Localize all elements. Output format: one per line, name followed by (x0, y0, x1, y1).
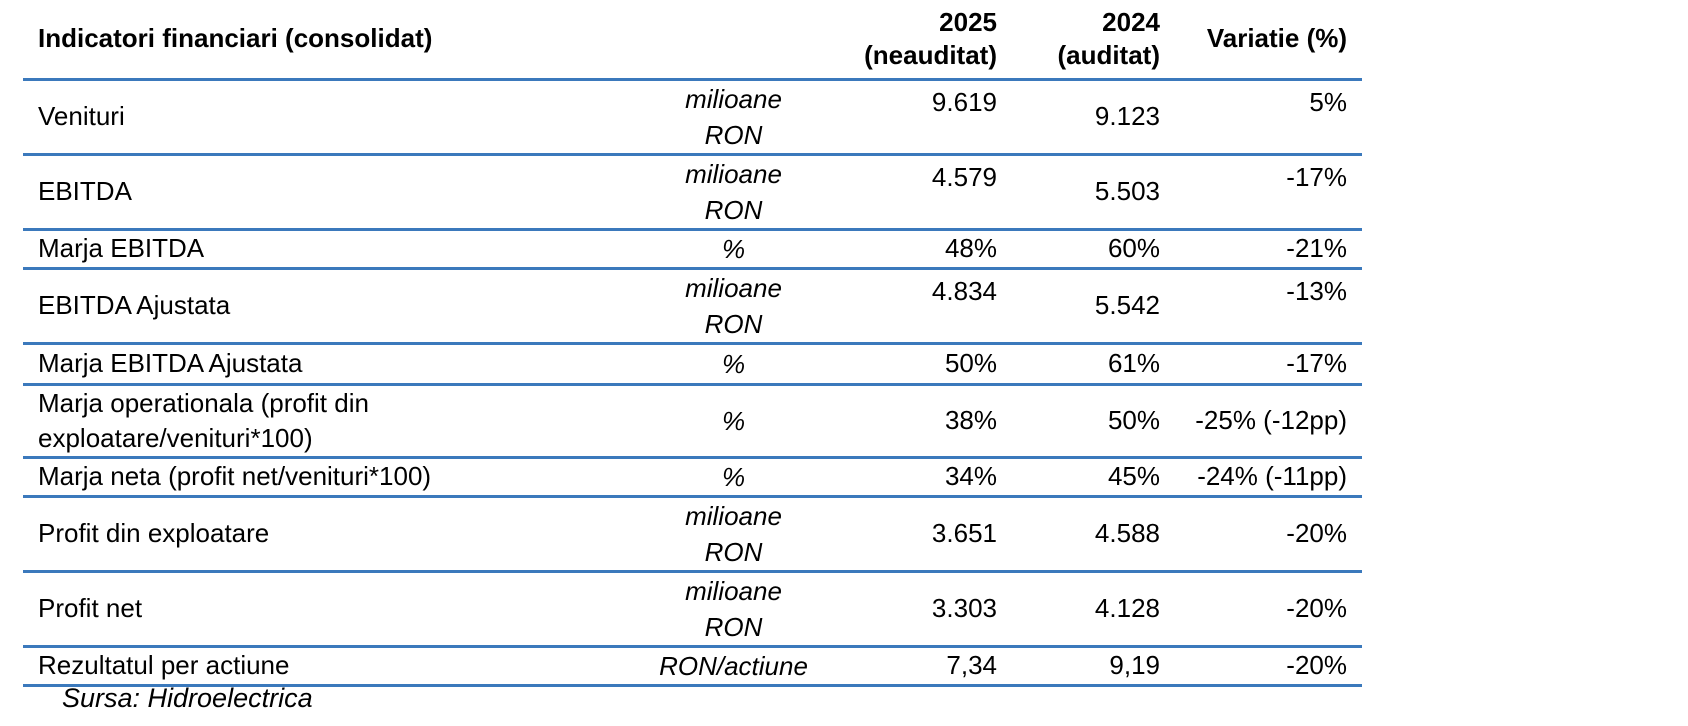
indicator-cell: Profit din exploatare (23, 496, 637, 573)
value-2024-cell: 5.503 (1012, 154, 1175, 231)
value-2024-cell: 9,19 (1012, 646, 1175, 687)
header-2025: 2025 (neauditat) (830, 0, 1012, 81)
table-row: Profit din exploatare milioane RON 3.651 4.… (23, 496, 1362, 573)
table-header: Indicatori financiari (consolidat) 2025 … (23, 0, 1362, 81)
financial-indicators-table: Indicatori financiari (consolidat) 2025 … (23, 0, 1362, 687)
variation-cell: -13% (1175, 268, 1362, 345)
table-row: Marja neta (profit net/venituri*100)% 34%… (23, 457, 1362, 498)
value-2025-cell: 3.303 (830, 571, 1012, 648)
indicator-cell: Marja neta (profit net/venituri*100) (23, 457, 637, 498)
header-2024: 2024 (auditat) (1012, 0, 1175, 81)
variation-cell: -20% (1175, 571, 1362, 648)
value-2024-cell: 5.542 (1012, 268, 1175, 345)
unit-cell: milioane RON (637, 571, 830, 648)
variation-cell: -24% (-11pp) (1175, 457, 1362, 498)
unit-cell: milioane RON (637, 79, 830, 156)
variation-cell: -25% (-12pp) (1175, 384, 1362, 459)
value-2024-cell: 9.123 (1012, 79, 1175, 156)
header-row: Indicatori financiari (consolidat) 2025 … (23, 0, 1362, 81)
table-row: Rezultatul per actiune RON/actiune 7,34 9,1… (23, 646, 1362, 687)
value-2025-cell: 9.619 (830, 79, 1012, 156)
variation-cell: -17% (1175, 154, 1362, 231)
unit-cell: % (637, 229, 830, 270)
value-2024-cell: 4.128 (1012, 571, 1175, 648)
unit-cell: milioane RON (637, 268, 830, 345)
value-2025-cell: 3.651 (830, 496, 1012, 573)
indicator-cell: Marja EBITDA Ajustata (23, 343, 637, 386)
value-2024-cell: 4.588 (1012, 496, 1175, 573)
value-2025-cell: 38% (830, 384, 1012, 459)
table-row: Venituri milioane RON 9.619 9.123 5% (23, 79, 1362, 156)
source-note: Sursa: Hidroelectrica (62, 683, 313, 713)
unit-cell: milioane RON (637, 154, 830, 231)
value-2025-cell: 34% (830, 457, 1012, 498)
table-body: Venituri milioane RON 9.619 9.123 5% EBITDA mi… (23, 79, 1362, 687)
indicator-cell: EBITDA (23, 154, 637, 231)
table-row: Marja operationala (profit din exploatar… (23, 384, 1362, 459)
unit-cell: % (637, 457, 830, 498)
value-2025-cell: 4.579 (830, 154, 1012, 231)
table-row: Profit net milioane RON 3.303 4.128 -20% (23, 571, 1362, 648)
indicator-cell: Rezultatul per actiune (23, 646, 637, 687)
variation-cell: -17% (1175, 343, 1362, 386)
indicator-cell: Marja EBITDA (23, 229, 637, 270)
header-variation: Variatie (%) (1175, 0, 1362, 81)
indicator-cell: Profit net (23, 571, 637, 648)
table-row: EBITDA Ajustata milioane RON 4.834 5.542 -13… (23, 268, 1362, 345)
header-unit (637, 0, 830, 81)
indicator-cell: EBITDA Ajustata (23, 268, 637, 345)
indicator-cell: Venituri (23, 79, 637, 156)
unit-cell: RON/actiune (637, 646, 830, 687)
value-2024-cell: 45% (1012, 457, 1175, 498)
table-row: Marja EBITDA Ajustata% 50% 61% -17% (23, 343, 1362, 386)
value-2025-cell: 4.834 (830, 268, 1012, 345)
variation-cell: -20% (1175, 496, 1362, 573)
table-row: EBITDA milioane RON 4.579 5.503 -17% (23, 154, 1362, 231)
variation-cell: -20% (1175, 646, 1362, 687)
value-2024-cell: 61% (1012, 343, 1175, 386)
value-2024-cell: 60% (1012, 229, 1175, 270)
header-indicator: Indicatori financiari (consolidat) (23, 0, 637, 81)
unit-cell: % (637, 343, 830, 386)
variation-cell: -21% (1175, 229, 1362, 270)
unit-cell: milioane RON (637, 496, 830, 573)
indicator-cell: Marja operationala (profit din exploatar… (23, 384, 637, 459)
value-2024-cell: 50% (1012, 384, 1175, 459)
unit-cell: % (637, 384, 830, 459)
table-row: Marja EBITDA% 48% 60% -21% (23, 229, 1362, 270)
variation-cell: 5% (1175, 79, 1362, 156)
value-2025-cell: 7,34 (830, 646, 1012, 687)
value-2025-cell: 50% (830, 343, 1012, 386)
value-2025-cell: 48% (830, 229, 1012, 270)
